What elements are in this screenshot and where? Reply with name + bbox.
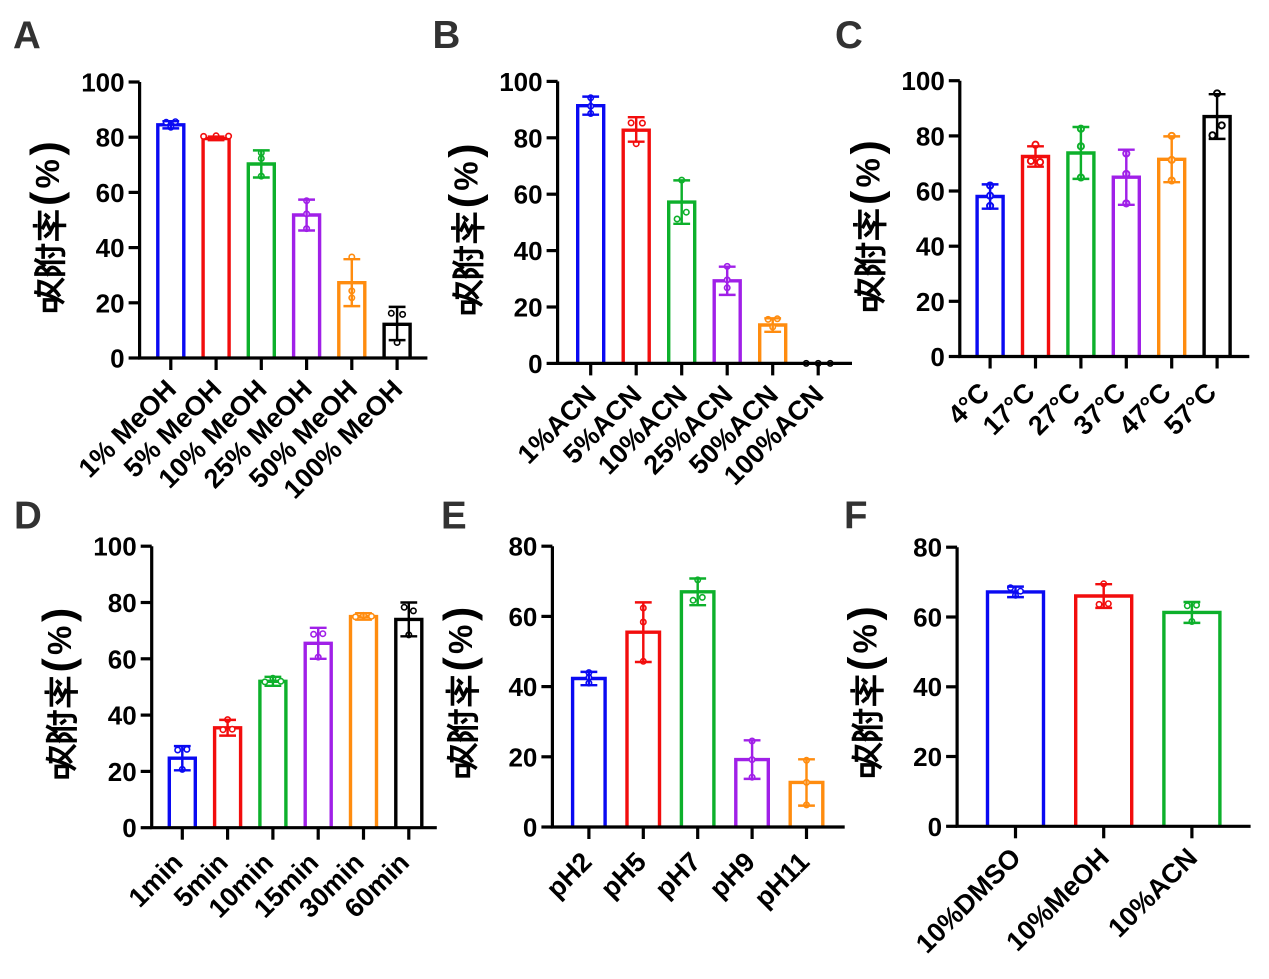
svg-text:100: 100 xyxy=(499,67,542,97)
svg-text:60: 60 xyxy=(916,177,945,207)
svg-text:40: 40 xyxy=(96,233,125,263)
svg-text:C: C xyxy=(835,14,863,57)
svg-text:0: 0 xyxy=(110,344,124,374)
svg-text:80: 80 xyxy=(508,532,537,562)
svg-text:100: 100 xyxy=(81,68,124,98)
svg-text:60: 60 xyxy=(514,180,543,210)
svg-text:60: 60 xyxy=(913,603,942,633)
svg-text:0: 0 xyxy=(528,349,542,379)
svg-text:100: 100 xyxy=(901,66,944,96)
svg-text:20: 20 xyxy=(508,742,537,772)
svg-text:E: E xyxy=(441,495,467,538)
svg-text:0: 0 xyxy=(523,813,537,843)
svg-text:20: 20 xyxy=(96,288,125,318)
svg-text:80: 80 xyxy=(916,121,945,151)
svg-text:100: 100 xyxy=(93,532,136,562)
svg-text:0: 0 xyxy=(930,342,944,372)
svg-text:B: B xyxy=(433,14,461,57)
svg-text:D: D xyxy=(14,495,42,538)
svg-text:80: 80 xyxy=(514,123,543,153)
svg-text:40: 40 xyxy=(108,701,137,731)
svg-text:20: 20 xyxy=(913,742,942,772)
svg-text:60: 60 xyxy=(108,644,137,674)
svg-text:0: 0 xyxy=(928,812,942,842)
svg-text:40: 40 xyxy=(514,236,543,266)
svg-text:80: 80 xyxy=(913,533,942,563)
svg-text:80: 80 xyxy=(96,123,125,153)
svg-text:20: 20 xyxy=(108,757,137,787)
svg-text:60: 60 xyxy=(96,178,125,208)
svg-text:40: 40 xyxy=(508,672,537,702)
svg-text:20: 20 xyxy=(514,293,543,323)
svg-text:40: 40 xyxy=(913,672,942,702)
svg-text:20: 20 xyxy=(916,287,945,317)
svg-text:F: F xyxy=(844,495,868,538)
svg-text:40: 40 xyxy=(916,232,945,262)
svg-text:A: A xyxy=(13,15,41,58)
svg-text:60: 60 xyxy=(508,602,537,632)
svg-text:0: 0 xyxy=(122,813,136,843)
svg-text:80: 80 xyxy=(108,588,137,618)
